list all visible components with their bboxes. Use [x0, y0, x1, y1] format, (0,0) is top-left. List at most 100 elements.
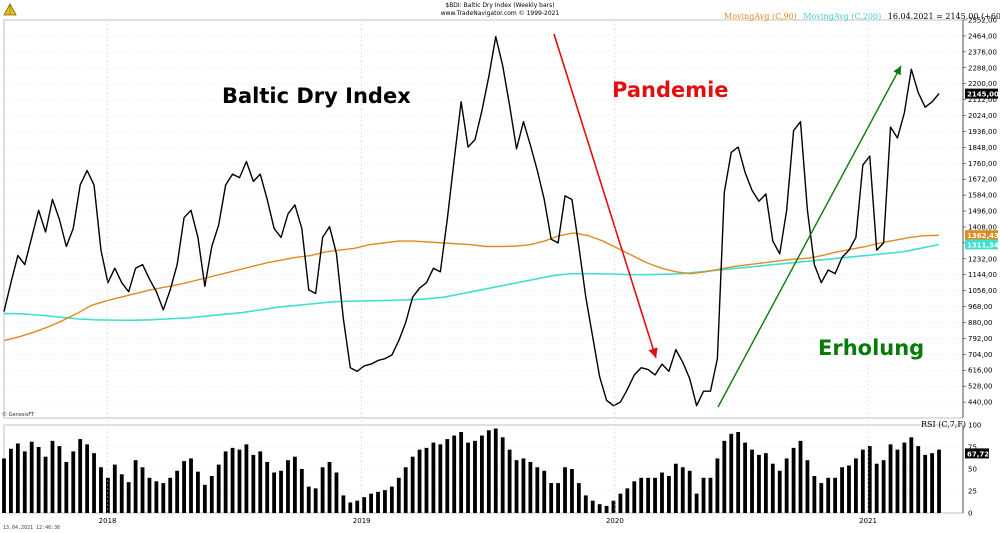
ma200-badge: 1311,34 — [967, 241, 999, 249]
rsi-bar — [182, 461, 186, 513]
y-tick-label: 1144,00 — [968, 271, 997, 279]
y-tick-label: 792,00 — [968, 335, 993, 343]
rsi-bar — [798, 440, 803, 513]
rsi-bar — [805, 460, 810, 513]
rsi-bar — [306, 486, 311, 513]
pandemie-annotation: Pandemie — [612, 78, 729, 102]
erholung-arrow — [717, 65, 902, 408]
rsi-bar — [860, 449, 865, 513]
rsi-bar — [840, 467, 844, 513]
rsi-bar — [112, 464, 117, 513]
rsi-bar — [466, 442, 470, 513]
rsi-bar — [639, 477, 644, 513]
y-tick-label: 2464,00 — [968, 32, 997, 40]
rsi-y-axis: 100 75 50 25 0 — [962, 422, 981, 518]
rsi-bar — [646, 477, 651, 513]
rsi-bar — [556, 483, 560, 513]
y-tick-label: 1936,00 — [968, 128, 997, 136]
ma90-series — [3, 232, 940, 342]
rsi-bar — [833, 477, 838, 513]
rsi-bar — [29, 441, 34, 513]
rsi-bar — [888, 444, 893, 513]
rsi-bar — [625, 488, 630, 513]
rsi-bar — [667, 476, 671, 513]
rsi-bar — [812, 476, 817, 513]
price-line — [3, 35, 940, 407]
rsi-bar — [389, 486, 394, 513]
x-tick-label: 2018 — [99, 517, 117, 525]
trend-arrows — [553, 33, 902, 408]
rsi-bar — [251, 454, 256, 513]
rsi-bar — [757, 454, 761, 513]
rsi-tick-label: 0 — [968, 510, 972, 518]
rsi-bar — [410, 456, 415, 513]
rsi-bar — [175, 470, 180, 513]
rsi-bar — [673, 463, 678, 513]
y-tick-label: 2552,00 — [968, 17, 997, 25]
rsi-bar — [223, 451, 228, 513]
ma90-badge: 1362,43 — [967, 232, 999, 240]
rsi-bar — [895, 449, 900, 513]
rsi-bar — [590, 500, 595, 513]
rsi-bar — [362, 497, 367, 513]
y-tick-label: 616,00 — [968, 367, 993, 375]
rsi-bar — [237, 449, 242, 513]
rsi-bar — [50, 440, 55, 513]
rsi-bar — [819, 483, 824, 513]
rsi-bar — [722, 440, 727, 513]
rsi-bar — [597, 504, 602, 513]
rsi-bar — [2, 458, 6, 513]
rsi-bar — [43, 456, 48, 513]
rsi-bar — [521, 458, 526, 513]
rsi-bar — [417, 449, 422, 513]
y-tick-label: 880,00 — [968, 319, 993, 327]
genesis-copyright: © GenesisFT — [2, 412, 35, 418]
rsi-bar — [78, 439, 83, 513]
y-tick-label: 2024,00 — [968, 112, 997, 120]
rsi-bar — [473, 440, 477, 513]
rsi-bar — [279, 470, 283, 513]
rsi-bar — [570, 469, 574, 513]
y-tick-label: 968,00 — [968, 303, 993, 311]
rsi-bar — [64, 461, 69, 513]
rsi-bar — [486, 430, 491, 513]
y-tick-label: 2112,00 — [968, 96, 997, 104]
rsi-bar — [36, 447, 41, 513]
rsi-bar — [140, 467, 145, 513]
rsi-tick-label: 25 — [968, 488, 977, 496]
rsi-bar — [92, 453, 96, 513]
rsi-bar — [867, 446, 872, 513]
rsi-bar — [909, 437, 914, 513]
rsi-bar — [355, 500, 360, 513]
rsi-bar — [528, 461, 533, 513]
rsi-bar — [431, 442, 436, 513]
rsi-bar — [459, 432, 464, 513]
y-tick-label: 1584,00 — [968, 192, 997, 200]
rsi-bar — [770, 463, 775, 513]
rsi-bar — [189, 458, 193, 513]
legend-quote: 16.04.2021 = 2145,00 (+60,00) — [887, 12, 1000, 21]
copyright-line: www.TradeNavigator.com © 1999-2021 — [440, 10, 560, 17]
chart-title-line: $BDI: Baltic Dry Index (Weekly bars) — [445, 2, 555, 9]
rsi-bar — [196, 471, 200, 513]
rsi-bars — [2, 428, 941, 513]
rsi-label: RSI (C,7,F) — [921, 420, 967, 429]
y-tick-label: 704,00 — [968, 351, 993, 359]
y-tick-label: 1056,00 — [968, 287, 997, 295]
rsi-bar — [22, 451, 27, 513]
rsi-bar — [680, 467, 685, 513]
rsi-bar — [736, 432, 741, 513]
rsi-bar — [604, 505, 609, 513]
rsi-bar — [209, 476, 214, 513]
y-tick-label: 1848,00 — [968, 144, 997, 152]
erholung-annotation: Erholung — [818, 336, 925, 360]
rsi-bar — [119, 474, 124, 513]
rsi-bar — [320, 467, 325, 513]
rsi-bar — [445, 439, 450, 513]
price-badge-bg — [965, 88, 998, 99]
x-axis: 2018 2019 2020 2021 — [99, 20, 877, 525]
x-tick-label: 2019 — [353, 517, 371, 525]
chart-header: $BDI: Baltic Dry Index (Weekly bars) www… — [0, 2, 1000, 18]
price-series — [3, 35, 940, 407]
